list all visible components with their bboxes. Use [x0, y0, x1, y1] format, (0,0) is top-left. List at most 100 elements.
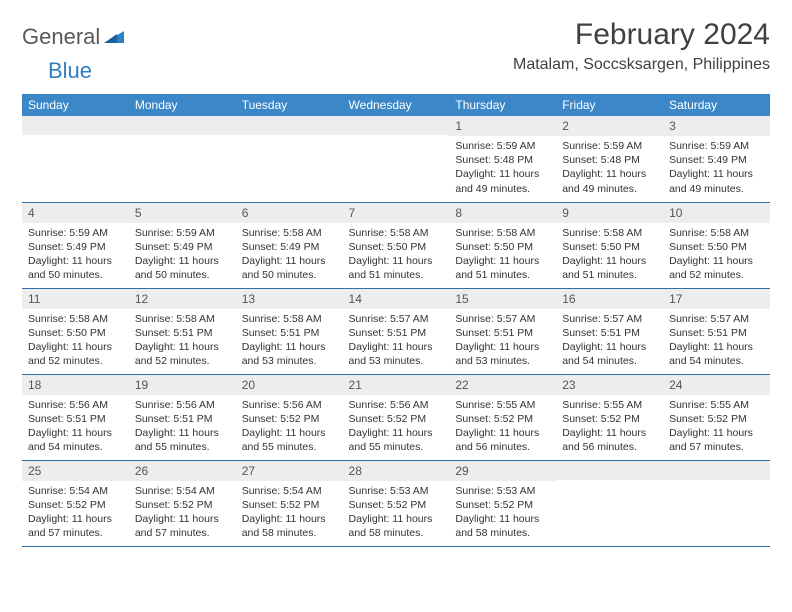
sunrise-text: Sunrise: 5:59 AM: [455, 139, 550, 153]
day-details: Sunrise: 5:56 AMSunset: 5:51 PMDaylight:…: [22, 395, 129, 460]
day-details: Sunrise: 5:59 AMSunset: 5:49 PMDaylight:…: [22, 223, 129, 288]
daylight-text: Daylight: 11 hours and 53 minutes.: [242, 340, 337, 368]
day-cell: 26Sunrise: 5:54 AMSunset: 5:52 PMDayligh…: [129, 460, 236, 546]
daylight-text: Daylight: 11 hours and 58 minutes.: [455, 512, 550, 540]
sunrise-text: Sunrise: 5:58 AM: [135, 312, 230, 326]
sunrise-text: Sunrise: 5:59 AM: [562, 139, 657, 153]
sunset-text: Sunset: 5:50 PM: [562, 240, 657, 254]
day-header-mon: Monday: [129, 94, 236, 116]
day-number: 14: [343, 289, 450, 309]
daylight-text: Daylight: 11 hours and 58 minutes.: [349, 512, 444, 540]
day-details: Sunrise: 5:57 AMSunset: 5:51 PMDaylight:…: [449, 309, 556, 374]
daylight-text: Daylight: 11 hours and 49 minutes.: [669, 167, 764, 195]
day-details: Sunrise: 5:58 AMSunset: 5:51 PMDaylight:…: [236, 309, 343, 374]
day-number: 12: [129, 289, 236, 309]
daylight-text: Daylight: 11 hours and 56 minutes.: [455, 426, 550, 454]
daylight-text: Daylight: 11 hours and 52 minutes.: [669, 254, 764, 282]
day-cell: 11Sunrise: 5:58 AMSunset: 5:50 PMDayligh…: [22, 288, 129, 374]
day-details: Sunrise: 5:58 AMSunset: 5:50 PMDaylight:…: [449, 223, 556, 288]
week-row: 11Sunrise: 5:58 AMSunset: 5:50 PMDayligh…: [22, 288, 770, 374]
day-header-row: Sunday Monday Tuesday Wednesday Thursday…: [22, 94, 770, 116]
sunset-text: Sunset: 5:50 PM: [455, 240, 550, 254]
sunrise-text: Sunrise: 5:54 AM: [135, 484, 230, 498]
day-cell: 23Sunrise: 5:55 AMSunset: 5:52 PMDayligh…: [556, 374, 663, 460]
sunset-text: Sunset: 5:51 PM: [28, 412, 123, 426]
day-number: 8: [449, 203, 556, 223]
sunset-text: Sunset: 5:49 PM: [28, 240, 123, 254]
day-details: Sunrise: 5:55 AMSunset: 5:52 PMDaylight:…: [449, 395, 556, 460]
day-number: 7: [343, 203, 450, 223]
daylight-text: Daylight: 11 hours and 57 minutes.: [669, 426, 764, 454]
sunrise-text: Sunrise: 5:53 AM: [455, 484, 550, 498]
day-details: Sunrise: 5:55 AMSunset: 5:52 PMDaylight:…: [663, 395, 770, 460]
daylight-text: Daylight: 11 hours and 52 minutes.: [28, 340, 123, 368]
daylight-text: Daylight: 11 hours and 54 minutes.: [669, 340, 764, 368]
sunrise-text: Sunrise: 5:54 AM: [242, 484, 337, 498]
day-details: Sunrise: 5:58 AMSunset: 5:50 PMDaylight:…: [663, 223, 770, 288]
day-header-wed: Wednesday: [343, 94, 450, 116]
sunrise-text: Sunrise: 5:57 AM: [349, 312, 444, 326]
day-number: 25: [22, 461, 129, 481]
sunset-text: Sunset: 5:52 PM: [562, 412, 657, 426]
daylight-text: Daylight: 11 hours and 54 minutes.: [28, 426, 123, 454]
sunrise-text: Sunrise: 5:59 AM: [135, 226, 230, 240]
daylight-text: Daylight: 11 hours and 49 minutes.: [455, 167, 550, 195]
day-header-thu: Thursday: [449, 94, 556, 116]
sunrise-text: Sunrise: 5:58 AM: [562, 226, 657, 240]
day-cell: 12Sunrise: 5:58 AMSunset: 5:51 PMDayligh…: [129, 288, 236, 374]
day-number: 13: [236, 289, 343, 309]
empty-day-num: [343, 116, 450, 135]
day-number: 5: [129, 203, 236, 223]
sunrise-text: Sunrise: 5:56 AM: [349, 398, 444, 412]
day-cell: 21Sunrise: 5:56 AMSunset: 5:52 PMDayligh…: [343, 374, 450, 460]
daylight-text: Daylight: 11 hours and 53 minutes.: [349, 340, 444, 368]
day-details: Sunrise: 5:59 AMSunset: 5:49 PMDaylight:…: [663, 136, 770, 201]
daylight-text: Daylight: 11 hours and 58 minutes.: [242, 512, 337, 540]
day-cell: 22Sunrise: 5:55 AMSunset: 5:52 PMDayligh…: [449, 374, 556, 460]
day-cell: 9Sunrise: 5:58 AMSunset: 5:50 PMDaylight…: [556, 202, 663, 288]
day-details: Sunrise: 5:54 AMSunset: 5:52 PMDaylight:…: [22, 481, 129, 546]
day-number: 9: [556, 203, 663, 223]
sunset-text: Sunset: 5:51 PM: [349, 326, 444, 340]
sunrise-text: Sunrise: 5:57 AM: [562, 312, 657, 326]
sunrise-text: Sunrise: 5:57 AM: [669, 312, 764, 326]
week-row: 4Sunrise: 5:59 AMSunset: 5:49 PMDaylight…: [22, 202, 770, 288]
daylight-text: Daylight: 11 hours and 51 minutes.: [455, 254, 550, 282]
day-cell: 6Sunrise: 5:58 AMSunset: 5:49 PMDaylight…: [236, 202, 343, 288]
day-details: Sunrise: 5:53 AMSunset: 5:52 PMDaylight:…: [343, 481, 450, 546]
sunrise-text: Sunrise: 5:56 AM: [28, 398, 123, 412]
sunrise-text: Sunrise: 5:55 AM: [455, 398, 550, 412]
day-number: 15: [449, 289, 556, 309]
day-details: Sunrise: 5:54 AMSunset: 5:52 PMDaylight:…: [236, 481, 343, 546]
sunrise-text: Sunrise: 5:58 AM: [242, 226, 337, 240]
day-cell: 27Sunrise: 5:54 AMSunset: 5:52 PMDayligh…: [236, 460, 343, 546]
day-details: Sunrise: 5:56 AMSunset: 5:51 PMDaylight:…: [129, 395, 236, 460]
sunrise-text: Sunrise: 5:55 AM: [562, 398, 657, 412]
day-cell: 16Sunrise: 5:57 AMSunset: 5:51 PMDayligh…: [556, 288, 663, 374]
day-number: 29: [449, 461, 556, 481]
day-cell: 10Sunrise: 5:58 AMSunset: 5:50 PMDayligh…: [663, 202, 770, 288]
daylight-text: Daylight: 11 hours and 57 minutes.: [135, 512, 230, 540]
day-details: Sunrise: 5:57 AMSunset: 5:51 PMDaylight:…: [663, 309, 770, 374]
day-cell: [663, 460, 770, 546]
day-cell: [22, 116, 129, 202]
day-number: 2: [556, 116, 663, 136]
day-cell: 1Sunrise: 5:59 AMSunset: 5:48 PMDaylight…: [449, 116, 556, 202]
day-number: 20: [236, 375, 343, 395]
empty-day-num: [22, 116, 129, 135]
empty-day-num: [129, 116, 236, 135]
day-cell: 3Sunrise: 5:59 AMSunset: 5:49 PMDaylight…: [663, 116, 770, 202]
day-number: 22: [449, 375, 556, 395]
day-number: 27: [236, 461, 343, 481]
daylight-text: Daylight: 11 hours and 50 minutes.: [242, 254, 337, 282]
sunrise-text: Sunrise: 5:58 AM: [669, 226, 764, 240]
sunset-text: Sunset: 5:51 PM: [562, 326, 657, 340]
sunrise-text: Sunrise: 5:53 AM: [349, 484, 444, 498]
day-details: Sunrise: 5:56 AMSunset: 5:52 PMDaylight:…: [236, 395, 343, 460]
sunset-text: Sunset: 5:52 PM: [242, 498, 337, 512]
sunrise-text: Sunrise: 5:59 AM: [669, 139, 764, 153]
daylight-text: Daylight: 11 hours and 50 minutes.: [135, 254, 230, 282]
day-cell: 15Sunrise: 5:57 AMSunset: 5:51 PMDayligh…: [449, 288, 556, 374]
logo: General: [22, 18, 126, 50]
month-title: February 2024: [513, 18, 770, 52]
